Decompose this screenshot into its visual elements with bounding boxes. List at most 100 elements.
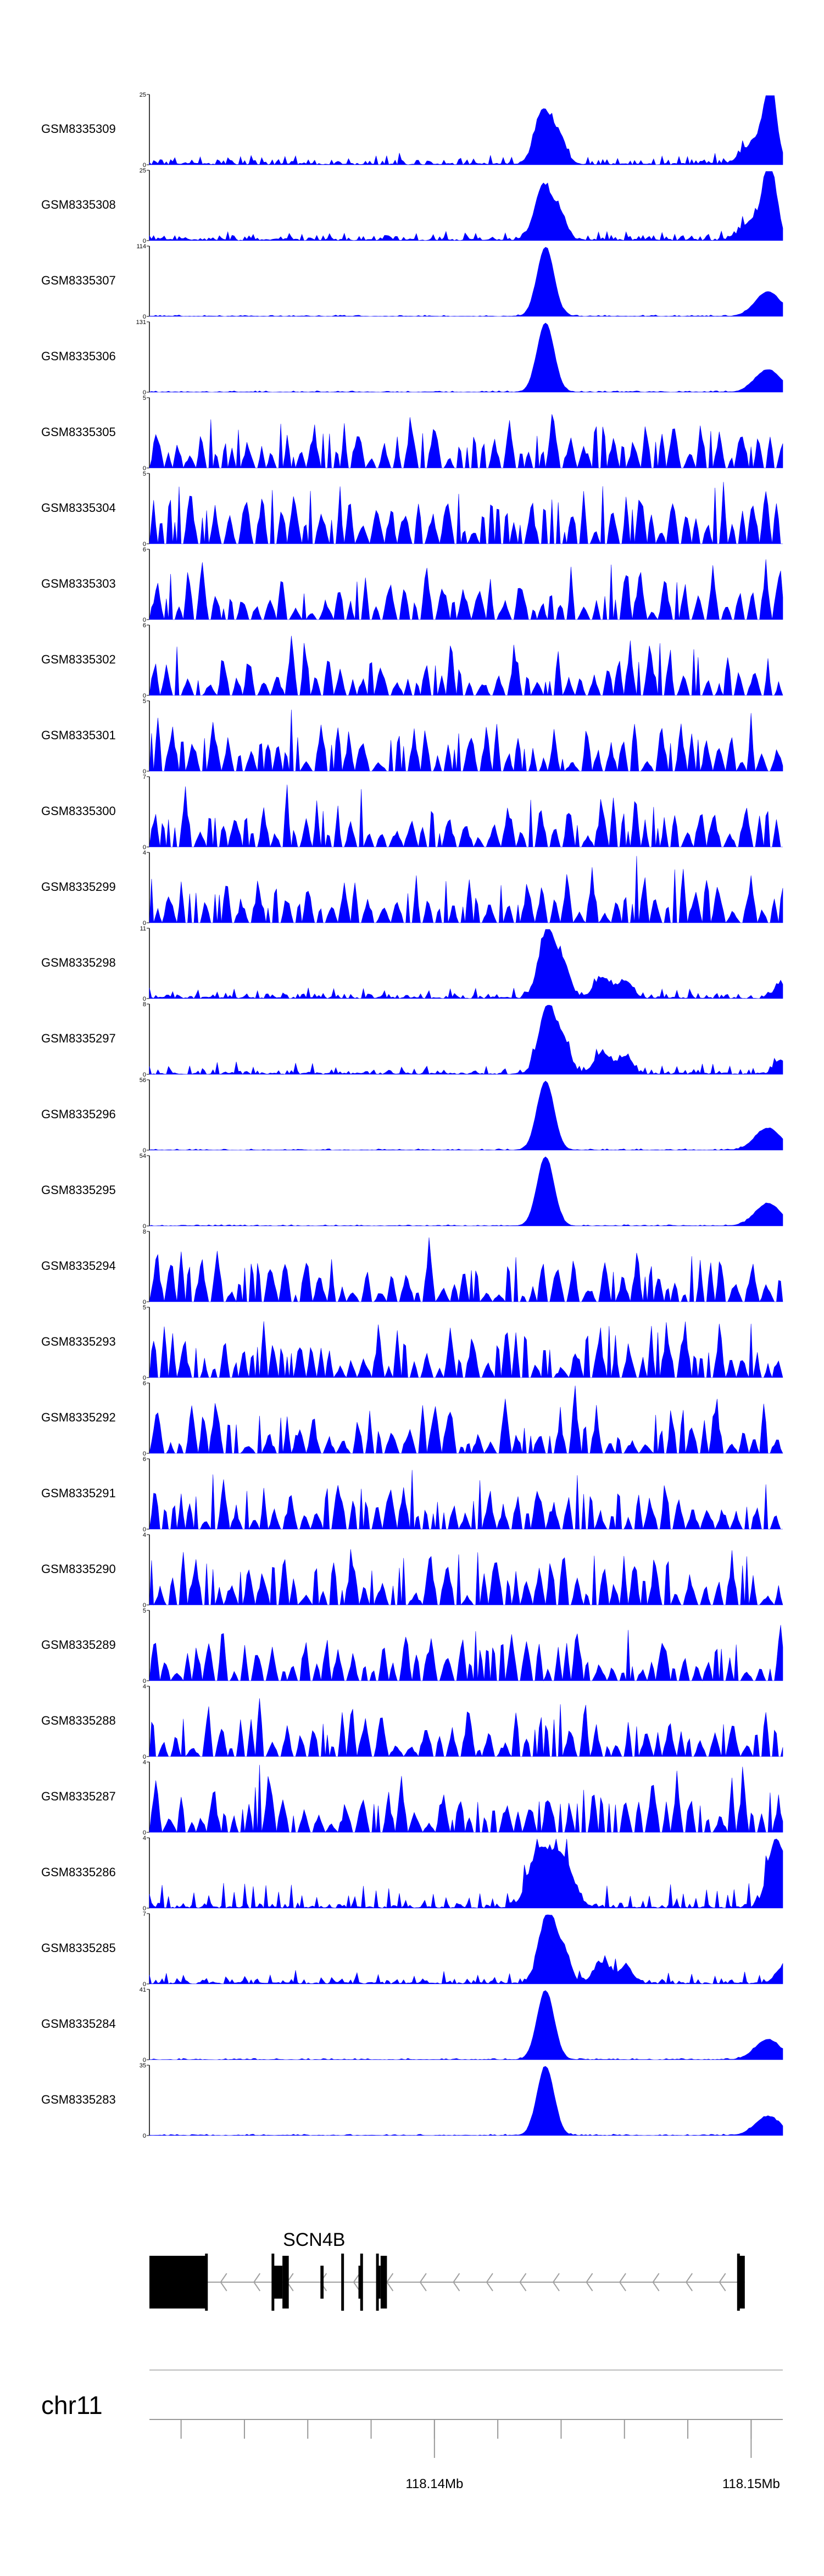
track-label: GSM8335303 (41, 577, 116, 590)
track-y-min-label: 0 (143, 996, 146, 1002)
track-y-min-label: 0 (143, 238, 146, 244)
coverage-area (149, 322, 783, 393)
coverage-track: GSM8335289 5 0 (41, 1608, 783, 1685)
track-y-min-label: 0 (143, 1072, 146, 1078)
coverage-tracks: GSM8335309250GSM8335308250GSM83353071140… (41, 92, 783, 2139)
track-y-max-label: 4 (143, 1835, 146, 1842)
coverage-area (149, 1914, 783, 1984)
coverage-area (149, 856, 783, 923)
coverage-area (149, 710, 783, 772)
strand-arrow (519, 2273, 527, 2291)
track-y-min-label: 0 (143, 920, 146, 927)
gene-exon (272, 2266, 283, 2299)
coverage-track: GSM8335308 25 0 (41, 168, 783, 244)
track-label: GSM8335290 (41, 1562, 116, 1576)
strand-arrow (353, 2273, 360, 2291)
track-label: GSM8335297 (41, 1031, 116, 1045)
track-y-min-label: 0 (143, 693, 146, 699)
track-y-max-label: 4 (143, 1532, 146, 1538)
coverage-track: GSM8335286 4 0 (41, 1835, 783, 1912)
coverage-track: GSM8335307 114 0 (41, 243, 783, 320)
track-y-min-label: 0 (143, 1223, 146, 1230)
track-y-max-label: 5 (143, 471, 146, 477)
track-label: GSM8335304 (41, 501, 116, 515)
coverage-area (149, 1625, 783, 1682)
track-y-max-label: 41 (140, 1987, 146, 1993)
coverage-track: GSM8335303 6 0 (41, 547, 783, 623)
track-y-max-label: 5 (143, 1608, 146, 1614)
x-tick-label: 118.14Mb (405, 2477, 463, 2491)
coverage-area (149, 95, 783, 165)
strand-arrow (419, 2273, 427, 2291)
track-label: GSM8335283 (41, 2093, 116, 2106)
track-y-max-label: 114 (136, 243, 146, 250)
track-label: GSM8335284 (41, 2017, 116, 2031)
track-label: GSM8335298 (41, 956, 116, 969)
track-label: GSM8335305 (41, 425, 116, 439)
coverage-track: GSM8335309 25 0 (41, 92, 783, 169)
coverage-area (149, 559, 783, 621)
track-y-max-label: 25 (140, 92, 146, 98)
coverage-track: GSM8335290 4 0 (41, 1532, 783, 1609)
strand-arrow (220, 2273, 227, 2291)
track-y-max-label: 35 (140, 2062, 146, 2069)
track-label: GSM8335285 (41, 1941, 116, 1955)
track-label: GSM8335289 (41, 1638, 116, 1652)
track-label: GSM8335296 (41, 1107, 116, 1121)
gene-exon (738, 2256, 745, 2309)
track-y-max-label: 5 (143, 698, 146, 705)
track-y-min-label: 0 (143, 2057, 146, 2064)
track-y-max-label: 6 (143, 1380, 146, 1387)
track-label: GSM8335306 (41, 349, 116, 363)
track-y-min-label: 0 (143, 1451, 146, 1457)
gene-exon (149, 2256, 207, 2309)
track-y-min-label: 0 (143, 162, 146, 169)
coverage-area (149, 2066, 783, 2136)
track-label: GSM8335291 (41, 1486, 116, 1500)
gene-exon (320, 2266, 324, 2299)
track-y-min-label: 0 (143, 768, 146, 775)
gene-boundary-mark (360, 2254, 363, 2311)
coverage-track: GSM8335294 8 0 (41, 1229, 783, 1306)
coverage-area (149, 929, 783, 999)
coverage-track: GSM8335285 7 0 (41, 1911, 783, 1988)
coverage-area (149, 482, 783, 545)
track-y-min-label: 0 (143, 1602, 146, 1609)
coverage-track: GSM8335295 54 0 (41, 1153, 783, 1230)
track-y-min-label: 0 (143, 1147, 146, 1154)
track-y-max-label: 7 (143, 774, 146, 780)
gene-exon (380, 2256, 387, 2309)
coverage-area (149, 1470, 783, 1530)
chromosome-label: chr11 (41, 2391, 103, 2419)
track-label: GSM8335286 (41, 1865, 116, 1879)
track-y-max-label: 5 (143, 395, 146, 402)
track-label: GSM8335294 (41, 1259, 116, 1273)
track-y-min-label: 0 (143, 1830, 146, 1836)
coverage-track: GSM8335301 5 0 (41, 698, 783, 775)
strand-arrow (552, 2273, 560, 2291)
gene-boundary-mark (271, 2254, 275, 2311)
track-label: GSM8335308 (41, 198, 116, 211)
track-y-max-label: 54 (140, 1153, 146, 1159)
coverage-track: GSM8335306 131 0 (41, 319, 783, 396)
coverage-track: GSM8335292 6 0 (41, 1380, 783, 1457)
track-y-min-label: 0 (143, 2133, 146, 2139)
coverage-area (149, 1005, 783, 1075)
track-y-min-label: 0 (143, 541, 146, 548)
coverage-track: GSM8335287 4 0 (41, 1759, 783, 1836)
track-y-max-label: 4 (143, 850, 146, 856)
strand-arrow (453, 2273, 460, 2291)
coverage-area (149, 1321, 783, 1379)
track-label: GSM8335287 (41, 1789, 116, 1803)
coverage-track: GSM8335291 6 0 (41, 1456, 783, 1533)
gene-exon (282, 2256, 289, 2309)
track-label: GSM8335301 (41, 728, 116, 742)
track-label: GSM8335307 (41, 274, 116, 287)
coverage-area (149, 1838, 783, 1909)
gene-boundary-mark (341, 2254, 344, 2311)
gene-boundary-mark (737, 2254, 740, 2311)
coverage-area (149, 635, 783, 696)
track-y-min-label: 0 (143, 465, 146, 472)
track-y-min-label: 0 (143, 617, 146, 623)
coverage-track: GSM8335300 7 0 (41, 774, 783, 851)
